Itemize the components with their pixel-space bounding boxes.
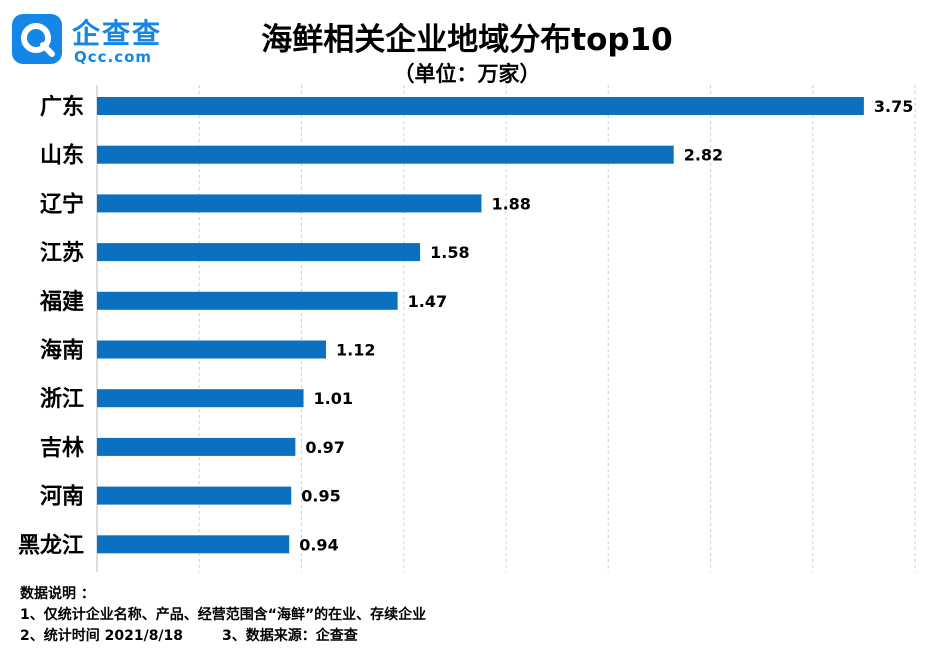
value-label-5: 1.47 — [408, 292, 447, 311]
bar-6 — [97, 340, 327, 359]
bar-7 — [97, 389, 304, 408]
category-label-6: 海南 — [40, 338, 84, 364]
qcc-logo-icon — [12, 14, 62, 64]
category-label-8: 吉林 — [40, 435, 84, 461]
data-notes: 数据说明 ： 1、仅统计企业名称、产品、经营范围含“海鲜”的在业、存续企业 2、… — [20, 584, 426, 647]
brand-name-cn: 企查查 — [72, 17, 163, 50]
chart-title: 海鲜相关企业地域分布top10 — [261, 22, 673, 58]
notes-line-1: 1、仅统计企业名称、产品、经营范围含“海鲜”的在业、存续企业 — [20, 607, 427, 623]
category-label-9: 河南 — [40, 485, 84, 510]
category-label-7: 浙江 — [40, 387, 84, 412]
category-label-5: 福建 — [39, 290, 84, 315]
bar-3 — [97, 194, 482, 213]
bar-chart: 广东 3.75 山东 2.82 辽宁 1.88 江苏 1.58 福建 1.47 海南 1.12 浙江 1.… — [18, 85, 916, 572]
value-label-9: 0.95 — [301, 487, 340, 506]
value-label-3: 1.88 — [491, 194, 530, 213]
notes-heading: 数据说明 ： — [20, 586, 95, 602]
bar-1 — [97, 97, 864, 115]
bar-4 — [97, 243, 421, 262]
chart-subtitle: （单位：万家） — [393, 62, 541, 86]
value-label-8: 0.97 — [305, 438, 344, 457]
category-label-3: 辽宁 — [40, 191, 84, 217]
notes-line-2: 2、统计时间 2021/8/18 3、数据来源：企查查 — [20, 628, 358, 644]
bar-10 — [97, 535, 290, 554]
value-label-7: 1.01 — [314, 389, 353, 408]
bar-8 — [97, 437, 296, 456]
value-label-2: 2.82 — [684, 146, 723, 165]
category-label-4: 江苏 — [40, 240, 84, 266]
value-label-10: 0.94 — [299, 535, 338, 554]
category-label-10: 黑龙江 — [18, 533, 84, 558]
bar-2 — [97, 145, 674, 164]
brand-logo: 企查查 Qcc.com — [10, 12, 180, 68]
value-label-6: 1.12 — [336, 341, 375, 360]
category-label-1: 广东 — [40, 94, 84, 120]
category-label-2: 山东 — [40, 143, 84, 169]
value-label-1: 3.75 — [874, 97, 913, 116]
brand-name-en: Qcc.com — [74, 48, 153, 66]
bar-9 — [97, 486, 292, 505]
value-label-4: 1.58 — [430, 243, 469, 262]
bar-5 — [97, 291, 398, 310]
